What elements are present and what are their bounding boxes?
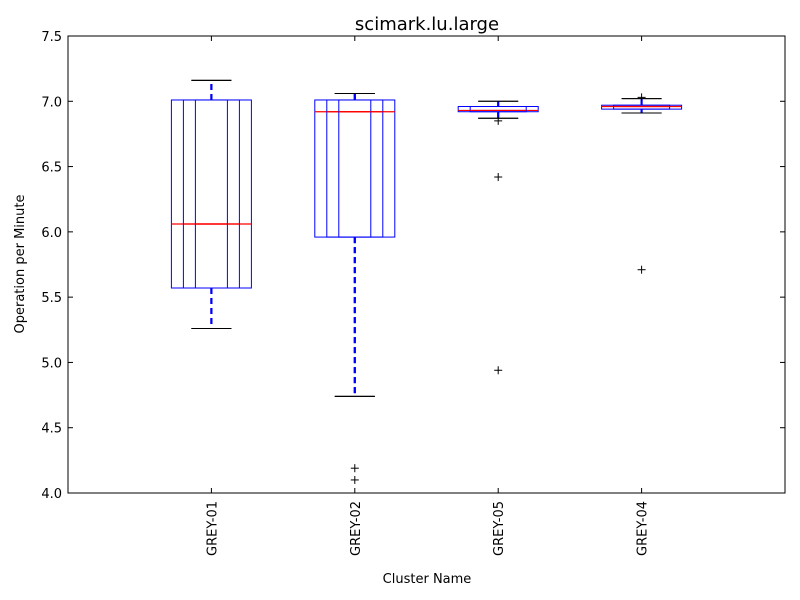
box [194, 99, 228, 289]
flier-marker [494, 116, 503, 125]
box [182, 99, 240, 289]
x-tick-label: GREY-01 [205, 501, 220, 556]
flier-marker [637, 265, 646, 274]
y-tick-label: 5.0 [41, 356, 62, 371]
y-tick-label: 4.0 [41, 487, 62, 502]
x-axis-label: Cluster Name [383, 572, 472, 587]
flier-marker [637, 93, 646, 102]
y-axis-label: Operation per Minute [13, 195, 28, 334]
flier-marker [350, 475, 359, 484]
box [613, 104, 671, 110]
flier-marker [494, 366, 503, 375]
y-tick-label: 6.5 [41, 161, 62, 176]
flier-marker [494, 173, 503, 182]
y-tick-label: 6.0 [41, 226, 62, 241]
x-tick-label: GREY-04 [636, 501, 651, 556]
box [469, 106, 527, 113]
plot-area [170, 79, 683, 484]
box [338, 99, 372, 238]
y-tick-label: 4.5 [41, 422, 62, 437]
flier-marker [350, 464, 359, 473]
x-tick-label: GREY-05 [492, 501, 507, 556]
y-tick-label: 5.5 [41, 291, 62, 306]
plot-frame [67, 35, 786, 494]
y-tick-label: 7.5 [41, 30, 62, 45]
y-tick-label: 7.0 [41, 95, 62, 110]
box [326, 99, 384, 238]
x-tick-label: GREY-02 [349, 501, 364, 556]
chart-title: scimark.lu.large [355, 14, 499, 35]
